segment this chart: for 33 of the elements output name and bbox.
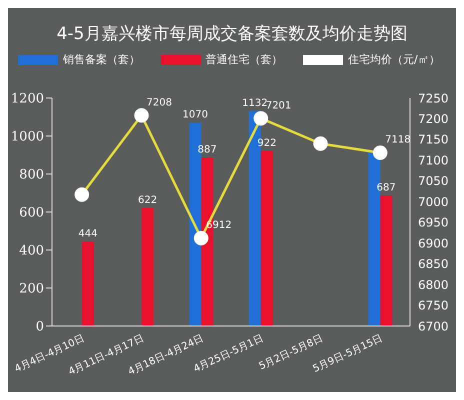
y2-tick-label: 6850 — [418, 257, 449, 272]
y2-tick-label: 6800 — [418, 278, 449, 292]
y2-tick-label: 6900 — [418, 236, 449, 250]
data-label: 1132 — [242, 98, 268, 109]
y2-tick-label: 6950 — [418, 216, 449, 230]
y-tick-label: 0 — [36, 320, 44, 335]
bar — [142, 208, 154, 326]
legend-label: 普通住宅（套） — [204, 52, 283, 67]
y2-tick-label: 6700 — [418, 319, 449, 334]
y-tick-label: 1200 — [10, 92, 44, 107]
y2-tick-label: 7200 — [418, 112, 449, 126]
chart-title: 4-5月嘉兴楼市每周成交备案套数及均价走势图 — [56, 23, 408, 46]
data-label: 1070 — [182, 110, 208, 121]
y2-tick-label: 7050 — [418, 174, 449, 188]
legend-label: 住宅均价（元/㎡） — [347, 52, 440, 67]
data-label: 444 — [78, 228, 98, 240]
y-tick-label: 200 — [19, 282, 44, 297]
legend-label: 销售备案（套） — [62, 52, 140, 67]
y-tick-label: 400 — [19, 244, 44, 259]
y2-tick-label: 7100 — [418, 153, 449, 168]
data-label: 7201 — [266, 100, 292, 112]
y-tick-label: 600 — [19, 206, 44, 221]
y-tick-label: 1000 — [10, 130, 44, 145]
data-label: 622 — [138, 194, 158, 206]
data-label: 7208 — [146, 97, 172, 108]
y2-tick-label: 6750 — [418, 298, 449, 313]
bar — [82, 242, 94, 326]
bar — [260, 150, 273, 326]
y2-tick-label: 7000 — [418, 194, 449, 209]
y2-tick-label: 7250 — [418, 91, 449, 106]
y2-tick-label: 7150 — [418, 132, 449, 147]
y-tick-label: 800 — [19, 168, 44, 183]
bar — [380, 195, 392, 326]
